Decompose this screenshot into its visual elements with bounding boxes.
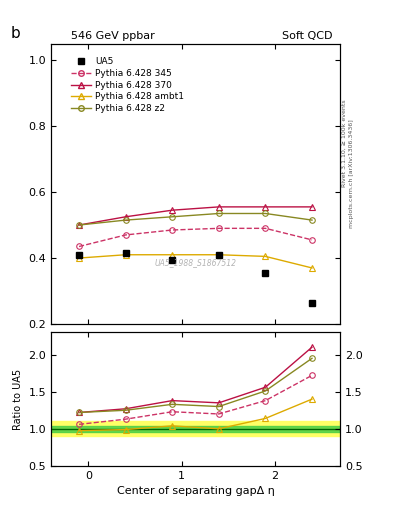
Text: b: b xyxy=(11,26,20,41)
Bar xyxy=(51,426,340,432)
X-axis label: Center of separating gapΔ η: Center of separating gapΔ η xyxy=(117,486,274,496)
Bar xyxy=(51,421,340,436)
Text: mcplots.cern.ch [arXiv:1306.3436]: mcplots.cern.ch [arXiv:1306.3436] xyxy=(349,120,354,228)
Text: 546 GeV ppbar: 546 GeV ppbar xyxy=(71,31,154,41)
Legend: UA5, Pythia 6.428 345, Pythia 6.428 370, Pythia 6.428 ambt1, Pythia 6.428 z2: UA5, Pythia 6.428 345, Pythia 6.428 370,… xyxy=(67,54,188,117)
Y-axis label: Ratio to UA5: Ratio to UA5 xyxy=(13,369,23,430)
Text: Rivet 3.1.10, ≥ 100k events: Rivet 3.1.10, ≥ 100k events xyxy=(342,99,346,187)
Text: UA5_1988_S1867512: UA5_1988_S1867512 xyxy=(154,258,237,267)
Text: Soft QCD: Soft QCD xyxy=(282,31,332,41)
